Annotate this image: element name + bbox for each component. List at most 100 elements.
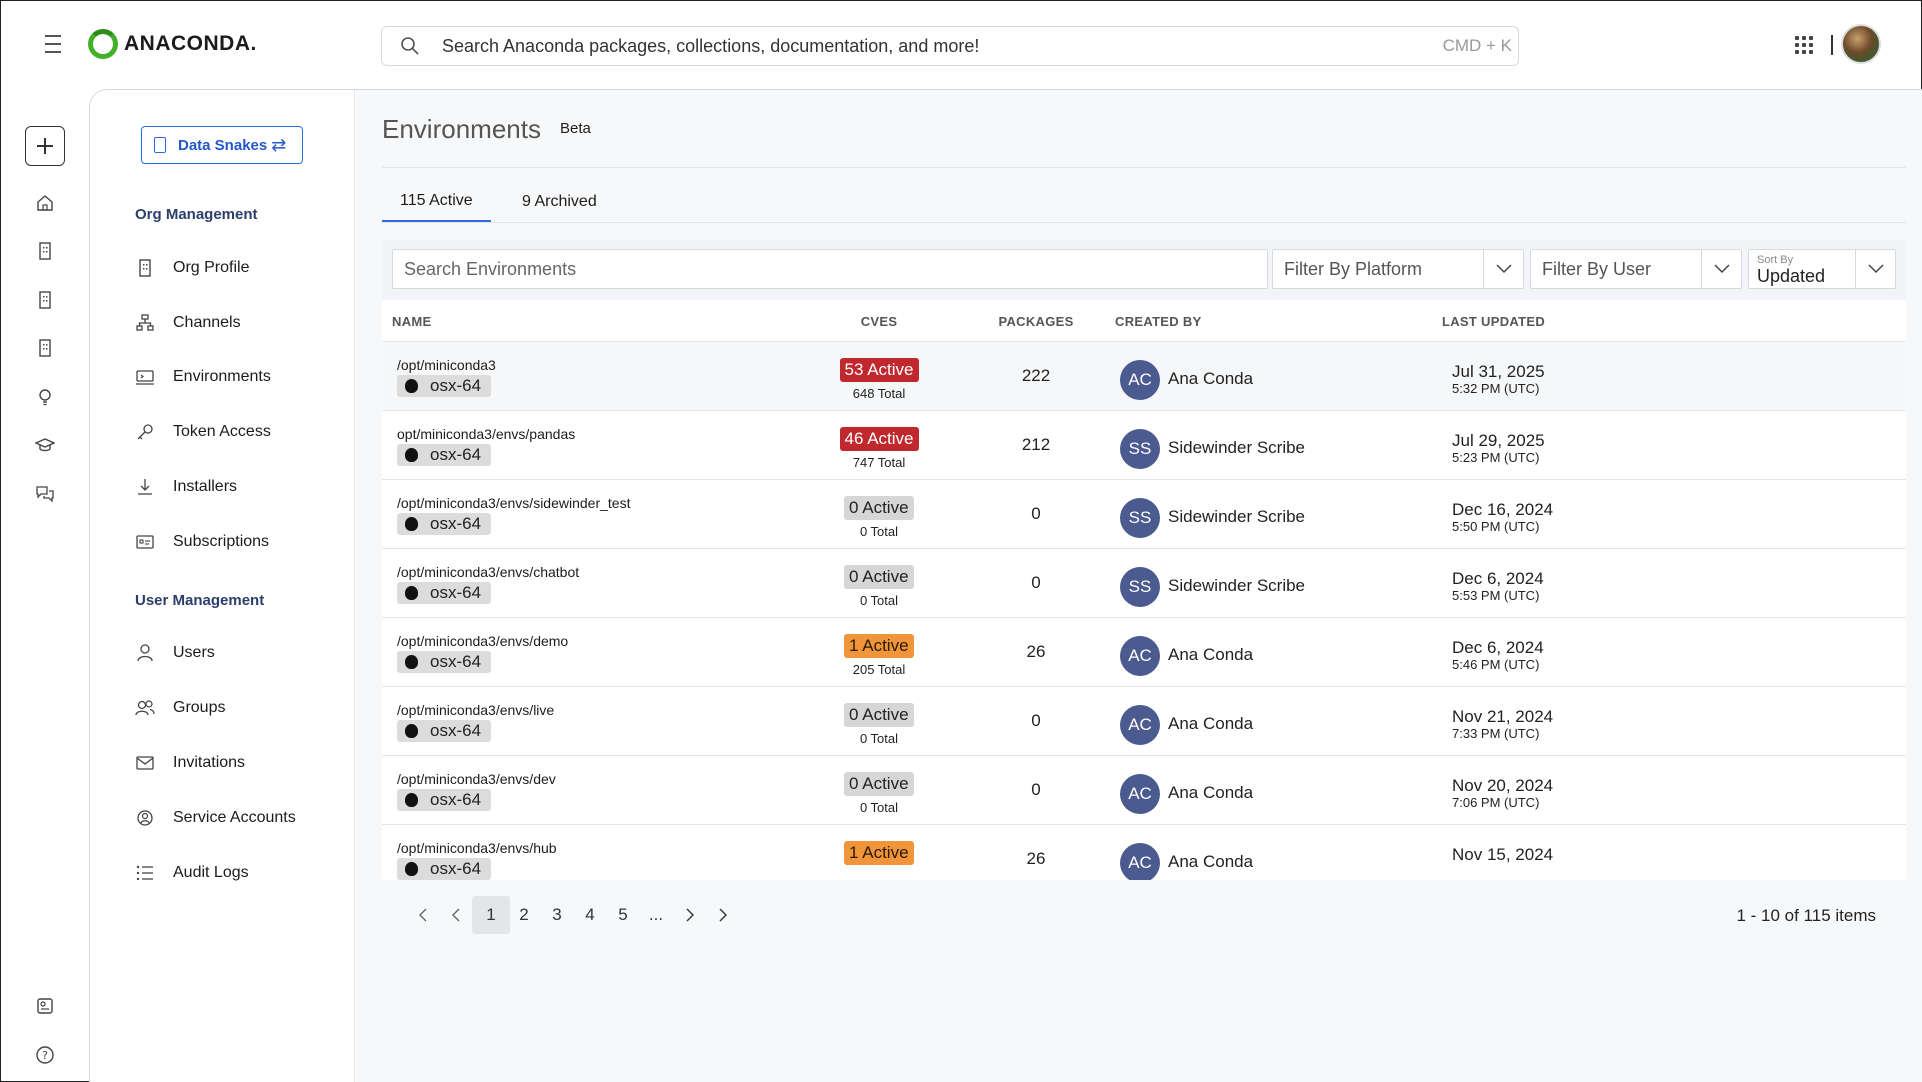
page-button-2[interactable]: 2 [519, 905, 529, 924]
hamburger-menu-icon[interactable] [45, 35, 69, 55]
service-account-icon [137, 810, 153, 826]
column-header-cves[interactable]: CVES [860, 314, 898, 329]
swap-arrows-icon: ⇄ [271, 134, 287, 155]
sidebar-item-subscriptions[interactable]: Subscriptions [135, 527, 345, 557]
sidebar-item-org-profile[interactable]: Org Profile [135, 253, 345, 283]
tab-archived[interactable]: 9 Archived [522, 193, 597, 210]
sidebar-item-service-accounts[interactable]: Service Accounts [135, 803, 345, 833]
org-switcher-button[interactable]: Data Snakes ⇄ [141, 126, 303, 164]
table-row[interactable]: /opt/miniconda3/envs/chatbot osx-64 0 Acti… [382, 549, 1906, 618]
first-page-icon[interactable] [404, 896, 442, 934]
building-icon[interactable] [35, 338, 55, 358]
column-header-created-by[interactable]: CREATED BY [1115, 314, 1202, 329]
sidebar-item-channels[interactable]: Channels [135, 308, 345, 338]
table-row[interactable]: /opt/miniconda3/envs/dev osx-64 0 Active 0 … [382, 756, 1906, 825]
anaconda-ring-icon [88, 29, 118, 59]
search-environments-input[interactable]: Search Environments [392, 249, 1268, 289]
platform-badge: osx-64 [397, 444, 492, 466]
cve-active-badge[interactable]: 46 Active [839, 427, 919, 451]
tab-active[interactable]: 115 Active [382, 182, 491, 222]
sidebar-item-label: Channels [173, 314, 241, 331]
filter-platform-value: Filter By Platform [1284, 258, 1423, 279]
next-page-icon[interactable] [671, 896, 709, 934]
chevron-down-icon[interactable] [1855, 249, 1895, 289]
sidebar-item-groups[interactable]: Groups [135, 693, 345, 723]
environment-path[interactable]: /opt/miniconda3/envs/chatbot [397, 564, 580, 580]
sort-by-select[interactable]: Sort By Updated [1748, 249, 1896, 289]
cve-active-badge[interactable]: 0 Active [844, 496, 914, 520]
cve-active-badge[interactable]: 1 Active [844, 841, 914, 865]
table-row[interactable]: /opt/miniconda3/envs/sidewinder_test osx-… [382, 480, 1906, 549]
building-icon[interactable] [35, 290, 55, 310]
avatar: AC [1120, 774, 1160, 814]
last-updated-date: Jul 29, 2025 [1452, 431, 1545, 450]
column-header-last-updated[interactable]: LAST UPDATED [1442, 314, 1546, 329]
help-icon[interactable]: ? [35, 1045, 55, 1065]
sidebar-item-audit-logs[interactable]: Audit Logs [135, 858, 345, 888]
sidebar-item-invitations[interactable]: Invitations [135, 748, 345, 778]
global-search-input[interactable]: Search Anaconda packages, collections, d… [381, 26, 1519, 66]
chevron-down-icon[interactable] [1483, 249, 1523, 289]
page-button-4[interactable]: 4 [585, 905, 595, 924]
environment-path[interactable]: /opt/miniconda3/envs/dev [397, 771, 556, 787]
environment-path[interactable]: /opt/miniconda3 [397, 357, 496, 373]
created-by-name: Ana Conda [1168, 852, 1254, 871]
column-header-packages[interactable]: PACKAGES [998, 314, 1074, 329]
cve-active-badge[interactable]: 53 Active [839, 358, 919, 382]
last-updated-date: Nov 20, 2024 [1452, 776, 1554, 795]
apps-grid-icon[interactable] [1795, 36, 1813, 54]
page-button-3[interactable]: 3 [552, 905, 562, 924]
table-row[interactable]: /opt/miniconda3/envs/live osx-64 0 Active 0… [382, 687, 1906, 756]
created-by-name: Sidewinder Scribe [1168, 507, 1306, 526]
last-updated-date: Dec 6, 2024 [1452, 569, 1544, 588]
table-row[interactable]: /opt/miniconda3 osx-64 53 Active 648 Total 2… [382, 342, 1906, 411]
lightbulb-icon[interactable] [35, 387, 55, 407]
sidebar-item-installers[interactable]: Installers [135, 472, 345, 502]
environment-path[interactable]: /opt/miniconda3/envs/sidewinder_test [397, 495, 631, 511]
environment-path[interactable]: /opt/miniconda3/envs/live [397, 702, 555, 718]
sidebar-item-token-access[interactable]: Token Access [135, 417, 345, 447]
column-header-name[interactable]: NAME [392, 314, 432, 329]
environment-path[interactable]: /opt/miniconda3/envs/hub [397, 840, 557, 856]
sidebar-item-environments[interactable]: Environments [135, 362, 345, 392]
avatar: AC [1120, 360, 1160, 400]
home-icon[interactable] [35, 193, 55, 213]
page-ellipsis[interactable]: ... [648, 905, 664, 924]
filter-by-platform-select[interactable]: Filter By Platform [1272, 249, 1524, 289]
building-icon[interactable] [35, 241, 55, 261]
settings-panel-icon[interactable] [35, 996, 55, 1016]
created-by-name: Sidewinder Scribe [1168, 438, 1306, 457]
environments-content: Environments Beta 115 Active 9 Archived … [356, 90, 1922, 1082]
table-row[interactable]: /opt/miniconda3/envs/demo osx-64 1 Active 2… [382, 618, 1906, 687]
sidebar-item-label: Environments [173, 368, 271, 385]
org-name: Data Snakes [178, 136, 268, 154]
last-page-icon[interactable] [704, 896, 742, 934]
platform-label: osx-64 [430, 445, 482, 464]
environment-path[interactable]: /opt/miniconda3/envs/demo [397, 633, 569, 649]
avatar: AC [1120, 636, 1160, 676]
graduation-cap-icon[interactable] [35, 435, 55, 455]
chevron-down-icon[interactable] [1701, 249, 1741, 289]
table-row[interactable]: /opt/miniconda3/envs/hub osx-64 1 Active 26… [382, 825, 1906, 880]
filter-by-user-select[interactable]: Filter By User [1530, 249, 1742, 289]
cve-active-badge[interactable]: 0 Active [844, 772, 914, 796]
sidebar-item-users[interactable]: Users [135, 638, 345, 668]
cve-active-badge[interactable]: 0 Active [844, 565, 914, 589]
cve-active-badge[interactable]: 1 Active [844, 634, 914, 658]
table-row[interactable]: opt/miniconda3/envs/pandas osx-64 46 Activ… [382, 411, 1906, 480]
page-button-1[interactable]: 1 [472, 896, 510, 934]
last-updated-date: Nov 15, 2024 [1452, 845, 1554, 864]
page-button-5[interactable]: 5 [618, 905, 628, 924]
user-icon [137, 644, 153, 662]
last-updated-time: 7:06 PM (UTC) [1452, 795, 1540, 810]
avatar: SS [1120, 498, 1160, 538]
channels-icon [136, 314, 154, 331]
anaconda-logo[interactable]: ANACONDA. [88, 29, 257, 59]
environment-path[interactable]: opt/miniconda3/envs/pandas [397, 426, 576, 442]
prev-page-icon[interactable] [437, 896, 475, 934]
create-new-button[interactable] [25, 126, 65, 166]
cve-active-badge[interactable]: 0 Active [844, 703, 914, 727]
sidebar-item-label: Invitations [173, 754, 246, 771]
user-avatar[interactable] [1841, 24, 1881, 64]
chat-bubbles-icon[interactable] [35, 483, 55, 503]
